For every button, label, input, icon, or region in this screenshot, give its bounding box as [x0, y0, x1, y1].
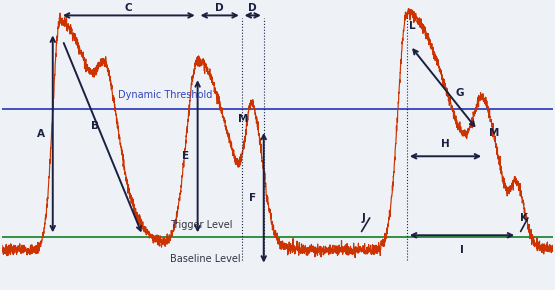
Text: D: D — [215, 3, 224, 13]
Text: J: J — [362, 213, 366, 223]
Text: Trigger Level: Trigger Level — [170, 220, 233, 230]
Text: M: M — [238, 115, 248, 124]
Text: L: L — [409, 21, 416, 31]
Text: C: C — [125, 3, 133, 13]
Text: K: K — [520, 213, 528, 223]
Text: Dynamic Threshold: Dynamic Threshold — [118, 90, 212, 100]
Text: B: B — [90, 121, 99, 131]
Text: F: F — [249, 193, 256, 203]
Text: H: H — [441, 139, 450, 149]
Text: E: E — [182, 151, 189, 161]
Text: I: I — [460, 245, 464, 255]
Text: A: A — [37, 129, 44, 139]
Text: M: M — [489, 128, 499, 137]
Text: Baseline Level: Baseline Level — [170, 254, 241, 264]
Text: D: D — [249, 3, 257, 13]
Text: G: G — [455, 88, 463, 98]
